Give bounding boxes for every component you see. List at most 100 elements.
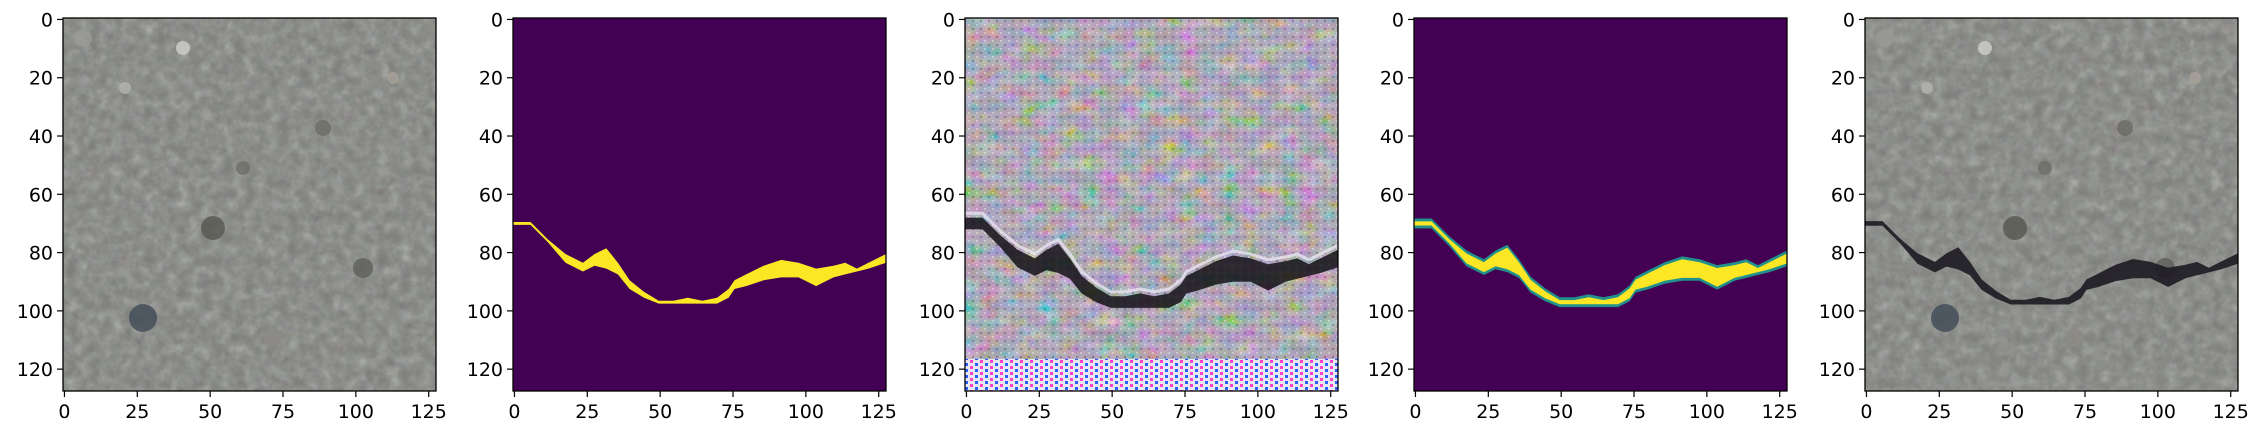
- pebble: [315, 120, 331, 136]
- x-tick-label: 0: [960, 401, 972, 423]
- x-tick-label: 25: [1927, 401, 1951, 423]
- y-tick-label: 80: [1831, 243, 1855, 265]
- x-tick-label: 125: [1313, 401, 1349, 423]
- y-tick-label: 60: [29, 184, 53, 206]
- x-tick-label: 50: [1100, 401, 1124, 423]
- x-tick-label: 125: [2213, 401, 2249, 423]
- x-tick-label: 100: [1240, 401, 1276, 423]
- y-tick-label: 40: [29, 126, 53, 148]
- axes-frame: [1413, 17, 1788, 392]
- pebble: [2066, 329, 2084, 347]
- x-tick-label: 100: [2140, 401, 2176, 423]
- y-tick-label: 0: [1843, 9, 1855, 31]
- pebble: [201, 216, 225, 240]
- axes-frame: [62, 17, 437, 392]
- x-tick-label: 75: [721, 401, 745, 423]
- dither-overlay: [965, 18, 1338, 391]
- x-tick-label: 0: [58, 401, 70, 423]
- x-tick-label: 75: [1622, 401, 1646, 423]
- y-tick-label: 20: [1831, 68, 1855, 90]
- x-tick-label: 0: [1860, 401, 1872, 423]
- y-tick-label: 120: [1819, 359, 1855, 381]
- x-tick-label: 75: [271, 401, 295, 423]
- pebble: [2003, 216, 2027, 240]
- crack-shape: [1865, 221, 2238, 305]
- bottom-artifact-band: [965, 358, 1338, 391]
- pebble: [387, 72, 399, 84]
- y-tick-label: 40: [931, 126, 955, 148]
- axes-frame: [512, 17, 887, 392]
- y-tick-label: 60: [931, 184, 955, 206]
- pebble: [353, 258, 373, 278]
- axes-frame: [964, 17, 1339, 392]
- x-tick-label: 0: [508, 401, 520, 423]
- y-tick-label: 100: [919, 301, 955, 323]
- y-tick-label: 60: [1831, 184, 1855, 206]
- x-tick-label: 125: [1762, 401, 1798, 423]
- y-tick-label: 40: [1380, 126, 1404, 148]
- pebble: [74, 29, 92, 47]
- y-tick-label: 60: [1380, 184, 1404, 206]
- x-tick-label: 75: [2073, 401, 2097, 423]
- y-tick-label: 120: [467, 359, 503, 381]
- y-tick-label: 120: [17, 359, 53, 381]
- mask-background: [1414, 18, 1787, 391]
- x-tick-label: 0: [1409, 401, 1421, 423]
- y-tick-label: 100: [1368, 301, 1404, 323]
- x-tick-label: 125: [411, 401, 447, 423]
- pebble: [236, 161, 250, 175]
- crack-shape: [1414, 221, 1787, 305]
- y-tick-label: 20: [29, 68, 53, 90]
- mask-background: [513, 18, 886, 391]
- y-tick-label: 80: [1380, 243, 1404, 265]
- x-tick-label: 100: [788, 401, 824, 423]
- image-texture: [63, 18, 436, 391]
- y-tick-label: 0: [41, 9, 53, 31]
- x-tick-label: 50: [648, 401, 672, 423]
- y-tick-label: 100: [1819, 301, 1855, 323]
- y-tick-label: 80: [931, 243, 955, 265]
- y-tick-label: 40: [1831, 126, 1855, 148]
- pebble: [119, 82, 131, 94]
- y-tick-label: 20: [1380, 68, 1404, 90]
- pebble: [176, 41, 190, 55]
- x-tick-label: 50: [198, 401, 222, 423]
- y-tick-label: 60: [479, 184, 503, 206]
- axes-frame: [1864, 17, 2239, 392]
- x-tick-label: 50: [2000, 401, 2024, 423]
- y-tick-label: 20: [931, 68, 955, 90]
- x-tick-label: 75: [1173, 401, 1197, 423]
- x-tick-label: 25: [575, 401, 599, 423]
- pebble: [129, 304, 157, 332]
- pebble: [264, 329, 282, 347]
- y-tick-label: 80: [479, 243, 503, 265]
- y-tick-label: 120: [1368, 359, 1404, 381]
- y-tick-label: 120: [919, 359, 955, 381]
- y-tick-label: 80: [29, 243, 53, 265]
- x-tick-label: 100: [338, 401, 374, 423]
- pebble: [1876, 29, 1894, 47]
- y-tick-label: 40: [479, 126, 503, 148]
- pebble: [1931, 304, 1959, 332]
- y-tick-label: 20: [479, 68, 503, 90]
- x-tick-label: 25: [125, 401, 149, 423]
- x-tick-label: 50: [1549, 401, 1573, 423]
- y-tick-label: 100: [17, 301, 53, 323]
- crack-shape: [513, 222, 886, 304]
- crack-edge-highlight: [965, 211, 1339, 294]
- x-tick-label: 125: [861, 401, 897, 423]
- y-tick-label: 0: [491, 9, 503, 31]
- crack-shape: [965, 217, 1338, 308]
- pebble: [1978, 41, 1992, 55]
- x-tick-label: 25: [1027, 401, 1051, 423]
- x-tick-label: 100: [1689, 401, 1725, 423]
- y-tick-label: 0: [943, 9, 955, 31]
- pebble: [2117, 120, 2133, 136]
- y-tick-label: 0: [1392, 9, 1404, 31]
